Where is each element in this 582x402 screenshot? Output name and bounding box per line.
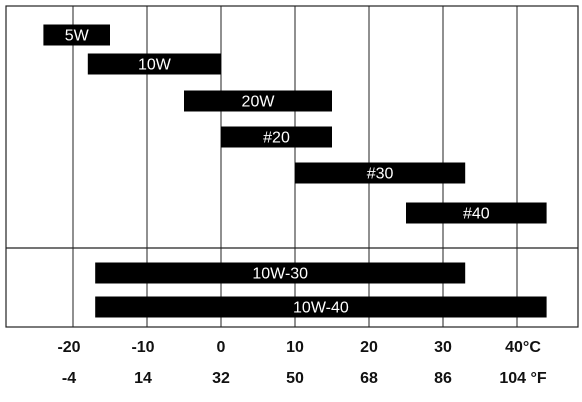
tick-label-c-2: 0 [217, 339, 226, 356]
bar-label-5w: 5W [65, 28, 90, 45]
ticks-layer: -20 -4 -10 14 0 32 10 50 20 68 30 86 40°C 104 °F [57, 339, 546, 387]
tick-label-f-2: 32 [212, 370, 230, 387]
frame-layer [5, 5, 579, 328]
tick-label-c-1: -10 [131, 339, 154, 356]
bar-label-20w: 20W [242, 94, 276, 111]
bar-label-20: #20 [263, 130, 290, 147]
plot-frame [5, 5, 579, 328]
tick-label-f-1: 14 [134, 370, 152, 387]
tick-label-c-0: -20 [57, 339, 80, 356]
tick-label-f-4: 68 [360, 370, 378, 387]
bar-label-10w-40: 10W-40 [293, 300, 349, 317]
bar-10w-30 [95, 262, 466, 284]
bar-10w [87, 53, 221, 75]
bar-20w [184, 90, 332, 112]
bar-label-30: #30 [367, 166, 394, 183]
bar-5w [43, 24, 110, 46]
tick-label-f-6: 104 °F [499, 370, 547, 387]
tick-label-c-5: 30 [434, 339, 452, 356]
bar-20 [221, 126, 332, 148]
bar-label-10w: 10W [138, 57, 172, 74]
tick-label-c-6: 40°C [505, 339, 541, 356]
tick-label-f-0: -4 [62, 370, 76, 387]
bar-label-10w-30: 10W-30 [252, 266, 308, 283]
tick-label-c-4: 20 [360, 339, 378, 356]
tick-label-f-3: 50 [286, 370, 304, 387]
tick-label-f-5: 86 [434, 370, 452, 387]
bar-30 [295, 162, 466, 184]
bar-40 [406, 202, 547, 224]
bar-label-40: #40 [463, 206, 490, 223]
bar-10w-40 [95, 296, 547, 318]
tick-label-c-3: 10 [286, 339, 304, 356]
bars-layer: 5W 10W 20W #20 #30 #40 10W-30 10W-40 [43, 24, 547, 318]
